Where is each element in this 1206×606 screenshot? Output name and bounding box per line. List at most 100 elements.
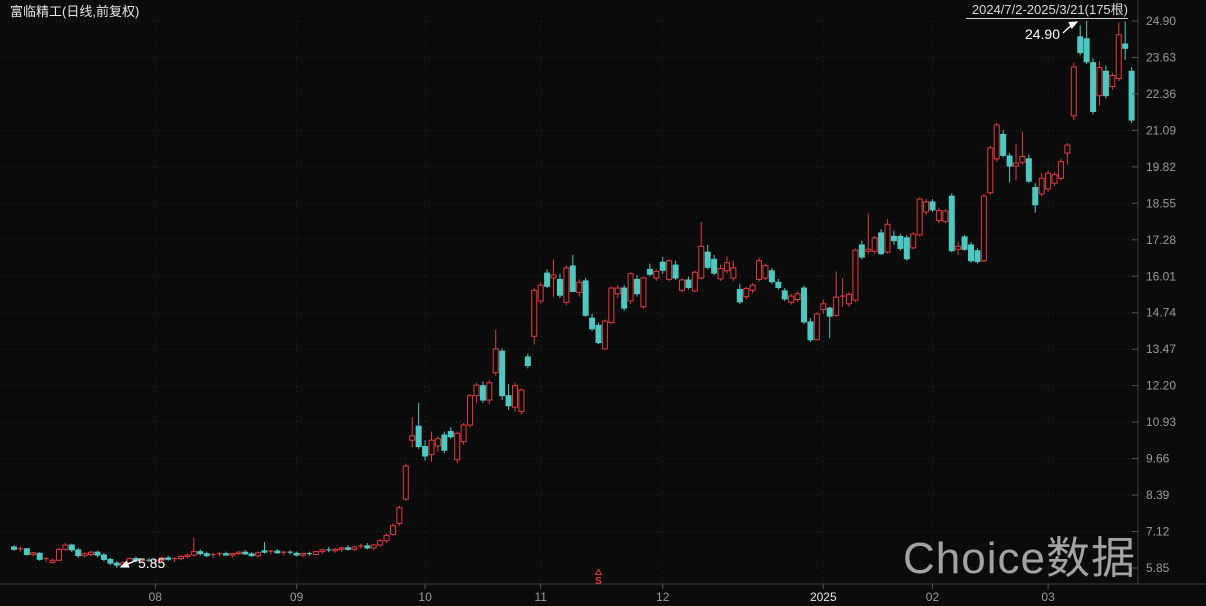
low-annotation: 5.85 bbox=[119, 555, 165, 571]
candle bbox=[434, 435, 441, 452]
candle bbox=[916, 197, 923, 237]
candle bbox=[820, 299, 827, 314]
candle bbox=[1057, 158, 1064, 181]
candle-body bbox=[107, 558, 114, 564]
candle-body bbox=[415, 425, 422, 448]
candle-body bbox=[1077, 36, 1084, 54]
candle-body bbox=[312, 551, 319, 556]
candle bbox=[576, 279, 583, 297]
candle bbox=[1096, 61, 1103, 106]
candle-body bbox=[826, 307, 833, 317]
candle-body bbox=[1115, 34, 1122, 79]
candle bbox=[621, 285, 628, 312]
candle-body bbox=[524, 356, 531, 367]
date-range-link[interactable]: 2024/7/2-2025/3/21(175根) bbox=[972, 2, 1128, 17]
candle bbox=[409, 417, 416, 448]
candle bbox=[601, 319, 608, 350]
candle-body bbox=[865, 248, 872, 252]
candle-body bbox=[55, 548, 62, 561]
candle-body bbox=[1109, 75, 1116, 87]
candle bbox=[1109, 72, 1116, 90]
candle bbox=[454, 431, 461, 464]
candle bbox=[659, 257, 666, 274]
candle-body bbox=[923, 201, 930, 213]
candle bbox=[961, 234, 968, 251]
candle-body bbox=[749, 284, 756, 291]
candle-body bbox=[730, 267, 737, 279]
candle-body bbox=[550, 274, 557, 279]
candle bbox=[666, 259, 673, 281]
candle-body bbox=[948, 195, 955, 252]
chart-title: 富临精工(日线,前复权) bbox=[10, 4, 139, 19]
candle-body bbox=[640, 277, 647, 308]
candle-body bbox=[987, 147, 994, 194]
watermark: Choice数据 bbox=[903, 534, 1136, 583]
y-axis-label: 9.66 bbox=[1146, 452, 1170, 466]
candle bbox=[794, 291, 801, 302]
candle-body bbox=[775, 281, 782, 288]
candle-body bbox=[813, 313, 820, 341]
high-annotation-arrow bbox=[1062, 21, 1079, 34]
sell-marker[interactable]: S bbox=[594, 568, 603, 588]
candle bbox=[210, 552, 216, 558]
candle bbox=[184, 553, 191, 559]
candle-body bbox=[890, 235, 897, 242]
candle bbox=[1064, 143, 1071, 165]
candle-body bbox=[158, 557, 165, 561]
candle bbox=[197, 549, 204, 556]
candle bbox=[68, 543, 75, 553]
candle bbox=[94, 550, 101, 558]
y-axis-label: 23.63 bbox=[1146, 50, 1176, 64]
candle-body bbox=[762, 265, 769, 279]
candle-body bbox=[1102, 70, 1109, 97]
candle-body bbox=[723, 262, 730, 272]
candle-body bbox=[36, 552, 43, 560]
y-axis-label: 17.28 bbox=[1146, 233, 1176, 247]
candle bbox=[511, 382, 518, 412]
candle bbox=[203, 551, 210, 558]
candle bbox=[17, 546, 23, 552]
candle-body bbox=[621, 287, 628, 309]
candle-body bbox=[743, 288, 750, 298]
candle bbox=[1077, 25, 1084, 56]
candle bbox=[730, 260, 737, 281]
x-axis-label: 12 bbox=[656, 590, 670, 604]
candle bbox=[569, 255, 576, 293]
candle bbox=[242, 549, 249, 556]
candle bbox=[756, 257, 763, 282]
candle bbox=[903, 234, 910, 261]
candle-body bbox=[852, 249, 859, 301]
y-axis-label: 14.74 bbox=[1146, 306, 1176, 320]
candle-body bbox=[569, 265, 576, 292]
y-axis-label: 8.39 bbox=[1146, 488, 1170, 502]
candle bbox=[332, 547, 339, 553]
candle bbox=[281, 551, 287, 556]
candle bbox=[274, 549, 281, 554]
candle bbox=[364, 543, 371, 550]
candle bbox=[460, 422, 467, 445]
candle-body bbox=[409, 435, 416, 441]
candle bbox=[723, 256, 730, 274]
candle-body bbox=[653, 270, 660, 279]
candle-body bbox=[563, 267, 570, 303]
candle bbox=[11, 545, 17, 551]
candle bbox=[447, 427, 454, 439]
candle bbox=[1019, 131, 1026, 165]
candle-body bbox=[486, 382, 493, 401]
candle-body bbox=[344, 547, 351, 550]
candle bbox=[248, 552, 255, 557]
candle bbox=[49, 558, 56, 564]
candle bbox=[993, 122, 1000, 162]
candle-body bbox=[396, 507, 403, 524]
candle-body bbox=[190, 551, 197, 556]
candle-body bbox=[756, 260, 763, 280]
candle bbox=[858, 240, 865, 260]
candle-body bbox=[1000, 133, 1007, 156]
candle bbox=[55, 547, 62, 561]
candle bbox=[293, 551, 300, 557]
candle bbox=[1045, 170, 1052, 192]
candle bbox=[788, 293, 795, 305]
candle-body bbox=[222, 553, 229, 556]
candle bbox=[537, 282, 544, 304]
